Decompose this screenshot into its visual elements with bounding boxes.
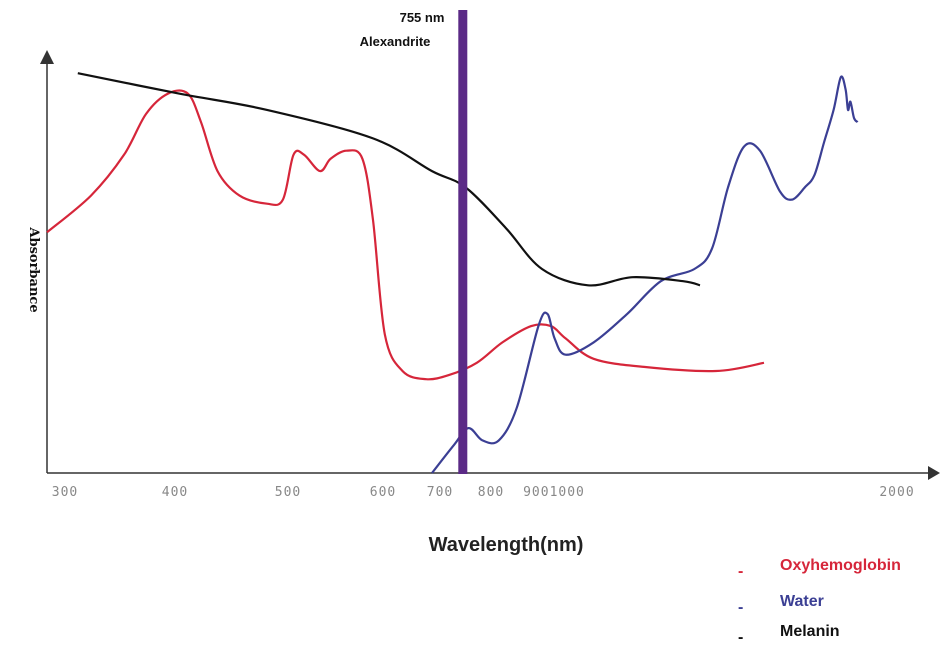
series-line-oxyhemoglobin (46, 89, 765, 381)
legend-dash-icon: - (738, 563, 743, 580)
x-tick-label: 2000 (879, 485, 914, 500)
series-line-melanin (77, 72, 701, 287)
x-tick-label: 400 (162, 485, 188, 500)
x-tick-label: 9001000 (523, 485, 585, 500)
y-axis-label: Absorbance (26, 226, 41, 312)
marker-label-laser: Alexandrite (360, 34, 431, 49)
series-lines (46, 72, 859, 474)
x-tick-label: 300 (52, 485, 78, 500)
legend-dash-icon: - (738, 599, 743, 616)
legend-item-melanin: - Melanin (738, 623, 840, 646)
legend-item-oxyhemoglobin: - Oxyhemoglobin (738, 557, 901, 580)
x-tick-label: 700 (427, 485, 453, 500)
marker-bar (458, 10, 468, 474)
x-tick-label: 600 (370, 485, 396, 500)
legend: - Oxyhemoglobin - Water - Melanin (738, 557, 901, 646)
x-tick-label: 800 (478, 485, 504, 500)
legend-item-water: - Water (738, 593, 824, 616)
alexandrite-marker: 755 nm Alexandrite (360, 10, 468, 474)
legend-dash-icon: - (738, 629, 743, 646)
series-line-water (431, 75, 859, 474)
x-tick-label: 500 (275, 485, 301, 500)
x-axis-arrow-icon (928, 466, 940, 480)
legend-label: Oxyhemoglobin (780, 557, 901, 574)
legend-label: Melanin (780, 623, 840, 640)
legend-label: Water (780, 593, 824, 610)
marker-label-wavelength: 755 nm (400, 10, 445, 25)
x-tick-labels: 300 400 500 600 700 800 9001000 2000 (52, 485, 914, 500)
y-axis-arrow-icon (40, 50, 54, 64)
x-axis-label: Wavelength(nm) (429, 534, 584, 556)
